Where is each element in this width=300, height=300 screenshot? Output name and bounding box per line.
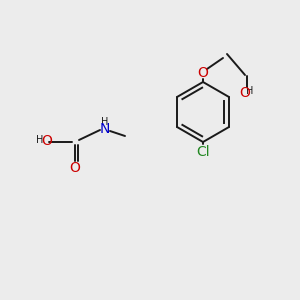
Text: H: H [246,86,254,96]
Text: O: O [70,161,80,175]
Text: N: N [100,122,110,136]
Text: H: H [101,117,109,127]
Text: O: O [42,134,52,148]
Text: O: O [198,66,208,80]
Text: Cl: Cl [196,145,210,159]
Text: H: H [36,135,44,145]
Text: O: O [240,86,250,100]
